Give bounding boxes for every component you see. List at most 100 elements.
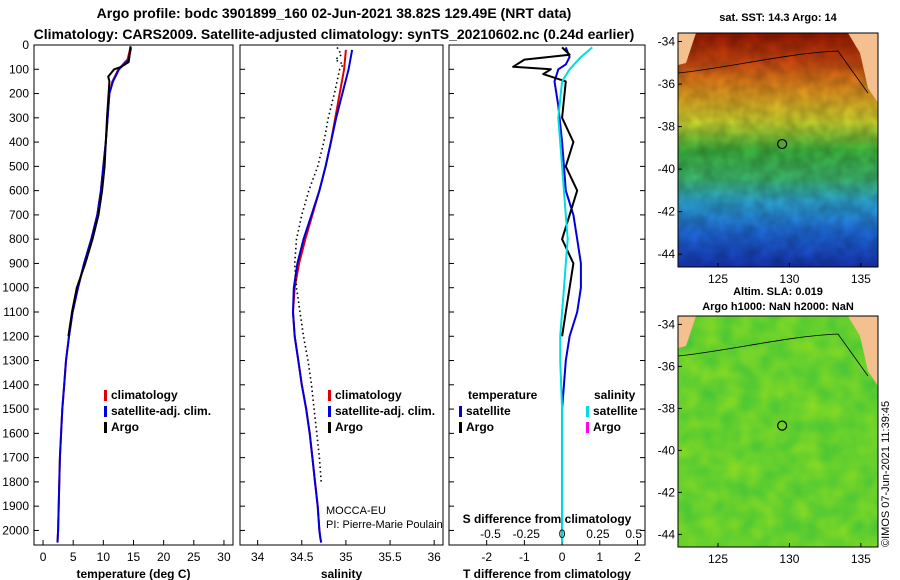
legend-diff-s-swatch [586, 422, 589, 433]
depth-tick-label: 600 [9, 184, 29, 198]
float-pi-label: PI: Pierre-Marie Poulain [326, 519, 443, 531]
legend-salinity-label: Argo [335, 420, 363, 434]
sla-map-lat-label: -38 [658, 401, 676, 415]
sst-map-frame [677, 32, 879, 268]
sst-map-contour [677, 50, 869, 94]
sst-map-header: sat. SST: 14.3 Argo: 14 [719, 12, 837, 24]
legend-diff-t-swatch [459, 406, 462, 417]
sst-map-lon-label: 125 [708, 272, 728, 286]
legend-diff-title-temperature: temperature [468, 388, 538, 402]
series-line-difference-1 [512, 46, 579, 337]
legend-salinity-label: satellite-adj. clim. [335, 404, 435, 418]
depth-tick-label: 1100 [3, 305, 29, 319]
legend-temperature-swatch [104, 390, 107, 401]
x-tick-label-difference: -1 [519, 550, 530, 564]
x-tick-label-salinity: 34.5 [290, 550, 314, 564]
figure-title-line2: Climatology: CARS2009. Satellite-adjuste… [33, 26, 635, 42]
sla-map-lon-label: 125 [708, 552, 728, 566]
legend-diff-s-label: satellite [593, 404, 638, 418]
sla-map-float-marker [777, 420, 788, 431]
depth-tick-label: 1200 [2, 329, 29, 343]
series-line-salinity-0 [292, 49, 347, 543]
sla-map-lat-label: -34 [658, 317, 676, 331]
figure-title-line1: Argo profile: bodc 3901899_160 02-Jun-20… [96, 5, 572, 21]
legend-diff-t-label: satellite [466, 404, 511, 418]
legend-diff-s-label: Argo [593, 420, 621, 434]
depth-tick-label: 1300 [2, 354, 29, 368]
depth-tick-label: 1600 [2, 426, 29, 440]
salinity-diff-tick-label: 0.25 [586, 527, 610, 541]
legend-diff-t-swatch [459, 422, 462, 433]
sla-map-land-east [848, 316, 878, 386]
sla-map-header-2: Argo h1000: NaN h2000: NaN [702, 301, 854, 313]
sla-map-frame [677, 315, 879, 548]
sla-map-lon-label: 135 [851, 552, 871, 566]
sst-map-float-marker [777, 138, 788, 150]
sla-map-lat-label: -42 [658, 485, 676, 499]
sst-map-lat-label: -40 [658, 162, 676, 176]
x-tick-label-temperature: 15 [127, 550, 141, 564]
legend-diff-t-label: Argo [466, 420, 494, 434]
x-tick-label-salinity: 35.5 [378, 550, 402, 564]
sla-map-land-west [678, 316, 696, 348]
legend-temperature-swatch [104, 422, 107, 433]
x-tick-label-difference: 0 [559, 550, 566, 564]
sst-map-lon-label: 130 [779, 272, 799, 286]
series-line-salinity-1 [292, 49, 354, 543]
series-line-temperature-0 [56, 47, 132, 543]
sla-map-header-1: Altim. SLA: 0.019 [733, 286, 823, 298]
x-axis-label-temperature: temperature (deg C) [76, 567, 190, 580]
legend-temperature-swatch [104, 406, 107, 417]
sst-map-lat-label: -42 [658, 205, 676, 219]
panel-frame-difference [448, 44, 646, 546]
depth-tick-label: 1000 [2, 281, 29, 295]
x-tick-label-difference: 2 [634, 550, 641, 564]
salinity-diff-axis-label: S difference from climatology [463, 512, 632, 526]
depth-tick-label: 900 [9, 256, 29, 270]
sst-map-lat-label: -34 [658, 35, 676, 49]
legend-temperature-label: Argo [111, 420, 139, 434]
series-line-temperature-2 [67, 46, 132, 337]
legend-diff-s-swatch [586, 406, 589, 417]
legend-salinity-swatch [328, 422, 331, 433]
sla-map-lon-label: 130 [779, 552, 799, 566]
series-line-difference-2 [557, 46, 593, 543]
salinity-diff-tick-label: 0 [559, 527, 566, 541]
legend-salinity-label: climatology [335, 388, 402, 402]
salinity-diff-tick-label: -0.5 [480, 527, 501, 541]
sst-map-land-west [678, 33, 696, 65]
legend-temperature-label: satellite-adj. clim. [111, 404, 211, 418]
x-tick-label-temperature: 0 [40, 550, 47, 564]
depth-tick-label: 200 [9, 87, 29, 101]
x-tick-label-salinity: 36 [427, 550, 441, 564]
x-axis-label-difference: T difference from climatology [463, 567, 631, 580]
legend-diff-title-salinity: salinity [594, 388, 636, 402]
salinity-diff-tick-label: -0.25 [513, 527, 541, 541]
depth-tick-label: 100 [9, 62, 29, 76]
x-tick-label-temperature: 5 [70, 550, 77, 564]
sst-map-lat-label: -38 [658, 120, 676, 134]
depth-tick-label: 1800 [2, 475, 29, 489]
sla-map-lat-label: -40 [658, 443, 676, 457]
sla-map-lat-label: -36 [658, 359, 676, 373]
depth-tick-label: 500 [9, 159, 29, 173]
sla-map-lat-label: -44 [658, 527, 676, 541]
series-line-difference-0 [553, 47, 582, 543]
sla-map-texture [678, 316, 878, 547]
x-tick-label-difference: -2 [481, 550, 492, 564]
sst-map-land-east [848, 33, 878, 103]
sst-map-lat-label: -36 [658, 77, 676, 91]
depth-tick-label: 700 [9, 208, 29, 222]
depth-tick-label: 800 [9, 232, 29, 246]
float-project-label: MOCCA-EU [326, 505, 386, 517]
depth-tick-label: 1700 [2, 451, 29, 465]
depth-tick-label: 400 [9, 135, 29, 149]
series-line-salinity-2 [293, 46, 345, 482]
depth-tick-label: 300 [9, 111, 29, 125]
x-axis-label-salinity: salinity [321, 567, 363, 580]
sst-map-lat-label: -44 [658, 247, 676, 261]
x-tick-label-temperature: 30 [217, 550, 231, 564]
sst-map-texture [678, 33, 878, 267]
salinity-diff-tick-label: 0.5 [625, 527, 642, 541]
